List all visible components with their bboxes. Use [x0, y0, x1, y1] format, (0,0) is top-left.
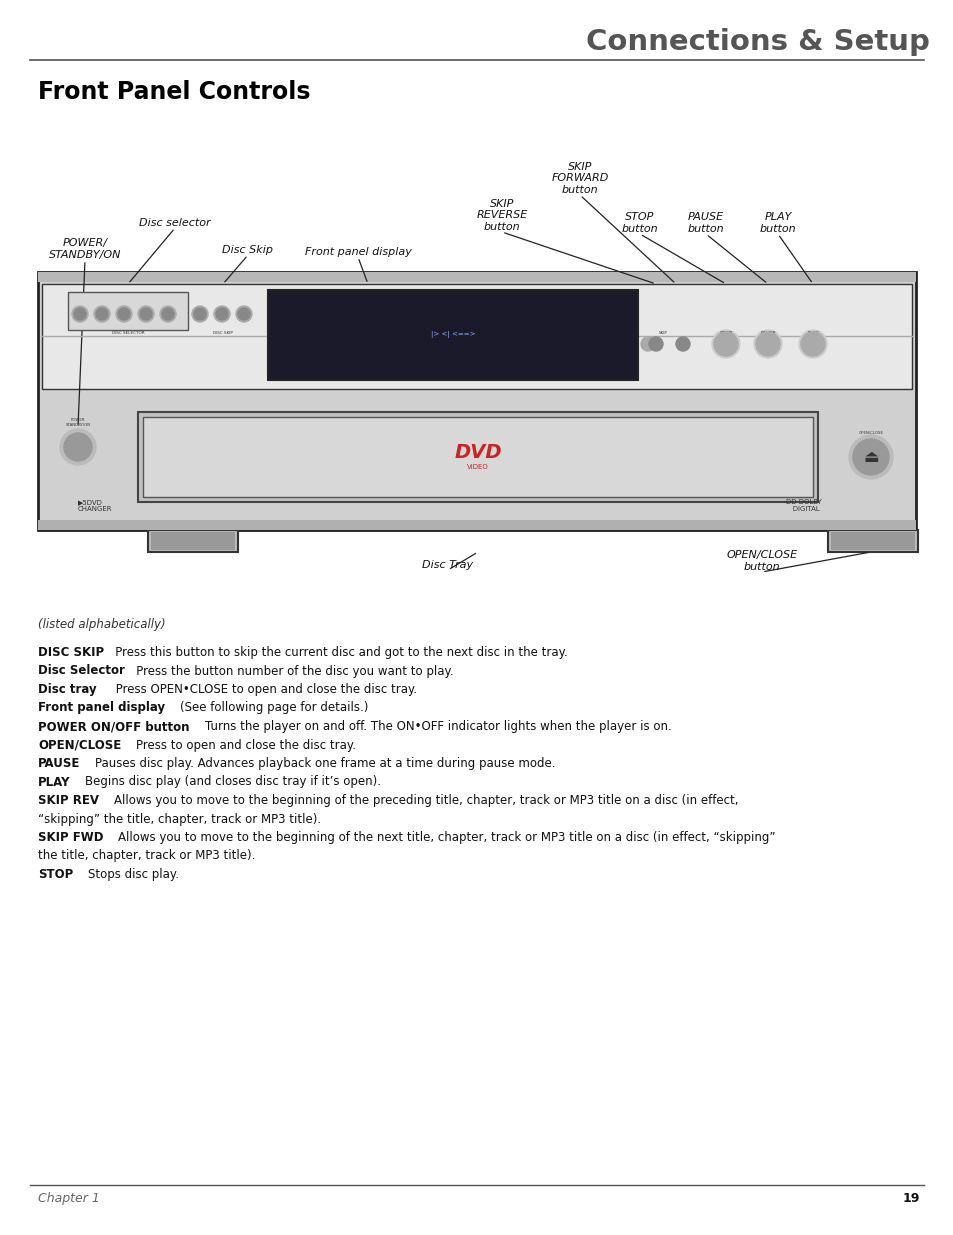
Bar: [151, 532, 234, 550]
Text: 19: 19: [902, 1192, 919, 1205]
Circle shape: [753, 330, 781, 358]
Circle shape: [799, 330, 826, 358]
Text: SKIP REV: SKIP REV: [38, 794, 99, 806]
Text: SKIP
REVERSE
button: SKIP REVERSE button: [476, 199, 527, 232]
Circle shape: [192, 306, 208, 322]
Text: Disc Selector: Disc Selector: [38, 664, 125, 678]
Text: Disc tray: Disc tray: [38, 683, 96, 697]
Bar: [268, 290, 638, 380]
Circle shape: [118, 308, 130, 320]
Circle shape: [648, 337, 662, 351]
Text: “skipping” the title, chapter, track or MP3 title).: “skipping” the title, chapter, track or …: [38, 813, 321, 825]
Circle shape: [96, 308, 108, 320]
Text: Stops disc play.: Stops disc play.: [73, 868, 179, 881]
Text: |> <| <==>: |> <| <==>: [431, 331, 475, 338]
Text: STOP
button: STOP button: [621, 212, 658, 233]
Text: SKIP FWD: SKIP FWD: [38, 831, 103, 844]
Bar: [68, 291, 188, 330]
Text: Chapter 1: Chapter 1: [38, 1192, 100, 1205]
Circle shape: [755, 332, 780, 356]
Circle shape: [848, 435, 892, 479]
Text: Connections & Setup: Connections & Setup: [585, 28, 929, 56]
Text: VIDEO: VIDEO: [467, 464, 488, 471]
Text: PAUSE: PAUSE: [760, 331, 775, 336]
Bar: [38, 272, 915, 530]
Bar: [830, 532, 914, 550]
Text: PLAY: PLAY: [806, 331, 818, 336]
Text: OPEN/CLOSE
button: OPEN/CLOSE button: [725, 551, 797, 572]
Text: Press to open and close the disc tray.: Press to open and close the disc tray.: [121, 739, 355, 752]
Text: PLAY: PLAY: [38, 776, 71, 788]
Text: Allows you to move to the beginning of the next title, chapter, track or MP3 tit: Allows you to move to the beginning of t…: [103, 831, 775, 844]
Circle shape: [140, 308, 152, 320]
Text: SKIP: SKIP: [658, 331, 667, 335]
Text: Front panel display: Front panel display: [38, 701, 165, 715]
Text: PLAY
button: PLAY button: [759, 212, 796, 233]
Text: Press this button to skip the current disc and got to the next disc in the tray.: Press this button to skip the current di…: [104, 646, 567, 659]
Circle shape: [640, 337, 655, 351]
Bar: [38, 520, 915, 530]
Text: ▶5DVD
CHANGER: ▶5DVD CHANGER: [78, 499, 112, 513]
Text: (See following page for details.): (See following page for details.): [165, 701, 368, 715]
Circle shape: [116, 306, 132, 322]
Circle shape: [160, 306, 175, 322]
Circle shape: [64, 433, 91, 461]
Circle shape: [71, 306, 88, 322]
Text: the title, chapter, track or MP3 title).: the title, chapter, track or MP3 title).: [38, 850, 255, 862]
Bar: [143, 417, 812, 496]
Text: Pauses disc play. Advances playback one frame at a time during pause mode.: Pauses disc play. Advances playback one …: [80, 757, 556, 769]
Text: ⏏: ⏏: [862, 448, 878, 466]
Text: STOP: STOP: [38, 868, 73, 881]
Circle shape: [94, 306, 110, 322]
Circle shape: [711, 330, 740, 358]
Text: Front Panel Controls: Front Panel Controls: [38, 80, 310, 104]
Text: Turns the player on and off. The ON•OFF indicator lights when the player is on.: Turns the player on and off. The ON•OFF …: [190, 720, 671, 734]
Text: Begins disc play (and closes disc tray if it’s open).: Begins disc play (and closes disc tray i…: [71, 776, 381, 788]
Bar: [42, 284, 911, 389]
Text: OPEN/CLOSE: OPEN/CLOSE: [38, 739, 121, 752]
Circle shape: [852, 438, 888, 475]
Text: SKIP
FORWARD
button: SKIP FORWARD button: [551, 162, 608, 195]
Text: Press the button number of the disc you want to play.: Press the button number of the disc you …: [125, 664, 453, 678]
Text: (listed alphabetically): (listed alphabetically): [38, 618, 166, 631]
Circle shape: [213, 306, 230, 322]
Circle shape: [74, 308, 86, 320]
Text: DD DOLBY
   DIGITAL: DD DOLBY DIGITAL: [785, 499, 821, 513]
Text: DISC SELECTOR: DISC SELECTOR: [112, 331, 144, 335]
Circle shape: [138, 306, 153, 322]
Text: OPEN/CLOSE: OPEN/CLOSE: [858, 431, 882, 435]
Circle shape: [60, 429, 96, 466]
Text: STOP: STOP: [719, 331, 732, 336]
Bar: [827, 530, 917, 552]
Text: POWER
STANDBY/ON: POWER STANDBY/ON: [66, 419, 91, 427]
Text: Disc selector: Disc selector: [139, 219, 211, 228]
Circle shape: [235, 306, 252, 322]
Text: PAUSE: PAUSE: [38, 757, 80, 769]
Circle shape: [676, 337, 689, 351]
Text: Front panel display: Front panel display: [304, 247, 411, 257]
Bar: [38, 272, 915, 282]
Circle shape: [193, 308, 206, 320]
Text: PAUSE
button: PAUSE button: [687, 212, 723, 233]
Circle shape: [162, 308, 173, 320]
Text: Press OPEN•CLOSE to open and close the disc tray.: Press OPEN•CLOSE to open and close the d…: [96, 683, 416, 697]
Text: POWER/
STANDBY/ON: POWER/ STANDBY/ON: [49, 238, 121, 261]
Circle shape: [801, 332, 824, 356]
Bar: [138, 412, 817, 501]
Text: DVD: DVD: [454, 443, 501, 462]
Circle shape: [215, 308, 228, 320]
Text: POWER ON/OFF button: POWER ON/OFF button: [38, 720, 190, 734]
Text: DISC SKIP: DISC SKIP: [213, 331, 233, 335]
Circle shape: [713, 332, 738, 356]
Circle shape: [237, 308, 250, 320]
Text: DISC SKIP: DISC SKIP: [38, 646, 104, 659]
Text: Disc Tray: Disc Tray: [422, 559, 473, 571]
Text: Disc Skip: Disc Skip: [222, 245, 274, 254]
Text: Allows you to move to the beginning of the preceding title, chapter, track or MP: Allows you to move to the beginning of t…: [99, 794, 738, 806]
Bar: [148, 530, 237, 552]
